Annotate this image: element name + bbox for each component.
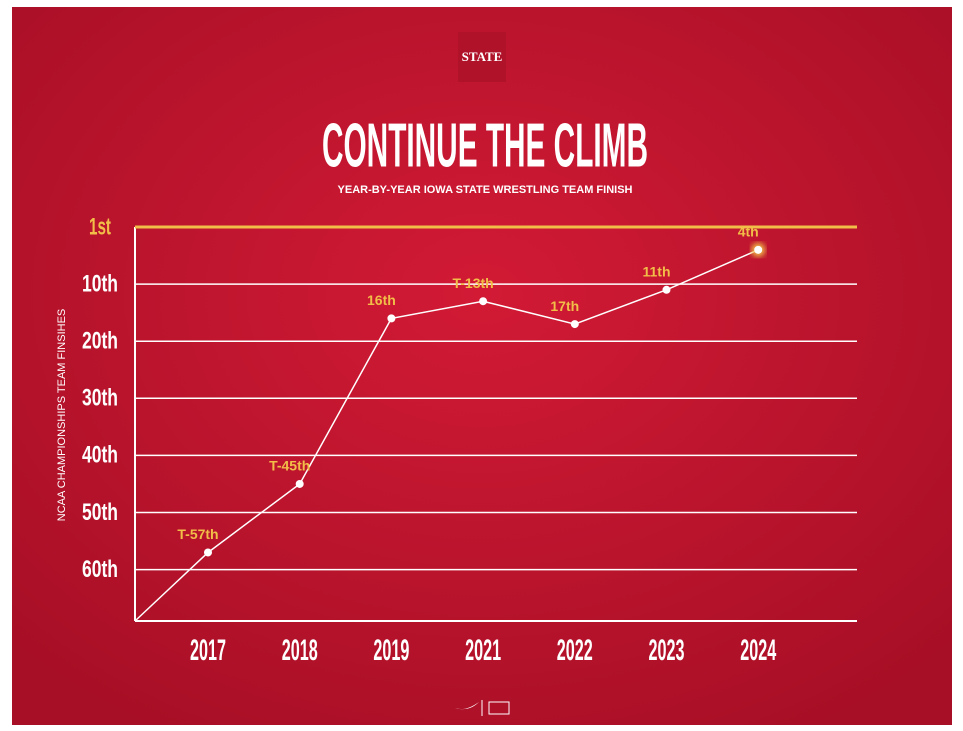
point bbox=[479, 297, 487, 305]
point bbox=[663, 286, 671, 294]
y-tick-label: 20th bbox=[82, 328, 118, 355]
chart-subtitle: YEAR-BY-YEAR IOWA STATE WRESTLING TEAM F… bbox=[338, 184, 633, 196]
x-tick-label: 2023 bbox=[649, 634, 685, 667]
x-tick-label: 2019 bbox=[373, 634, 409, 667]
value-label: 16th bbox=[367, 292, 396, 308]
value-label: 11th bbox=[642, 264, 670, 280]
value-label: T-57th bbox=[177, 526, 218, 542]
chart-title: CONTINUE THE CLIMB bbox=[322, 111, 648, 180]
y-tick-label: 1st bbox=[89, 213, 111, 240]
point bbox=[387, 314, 395, 322]
logo: STATE bbox=[462, 49, 503, 64]
y-tick-label: 50th bbox=[82, 499, 118, 526]
x-tick-label: 2021 bbox=[465, 634, 501, 667]
y-axis-label: NCAA CHAMPIONSHIPS TEAM FINSIHES bbox=[56, 309, 68, 522]
x-tick-label: 2024 bbox=[740, 634, 776, 667]
value-label: T-13th bbox=[452, 275, 493, 291]
y-tick-label: 40th bbox=[82, 442, 118, 469]
y-tick-label: 60th bbox=[82, 556, 118, 583]
point bbox=[571, 320, 579, 328]
point bbox=[204, 548, 212, 556]
point bbox=[296, 480, 304, 488]
chart: ​ STATE CONTINUE THE CLIMB YEAR-BY-YEAR … bbox=[0, 0, 963, 731]
x-tick-label: 2022 bbox=[557, 634, 593, 667]
value-label: 4th bbox=[738, 224, 759, 240]
x-tick-label: 2018 bbox=[282, 634, 318, 667]
value-label: T-45th bbox=[269, 458, 310, 474]
y-tick-label: 10th bbox=[82, 270, 118, 297]
value-label: 17th bbox=[550, 298, 579, 314]
y-tick-label: 30th bbox=[82, 385, 118, 412]
point bbox=[754, 246, 762, 254]
x-tick-label: 2017 bbox=[190, 634, 226, 667]
